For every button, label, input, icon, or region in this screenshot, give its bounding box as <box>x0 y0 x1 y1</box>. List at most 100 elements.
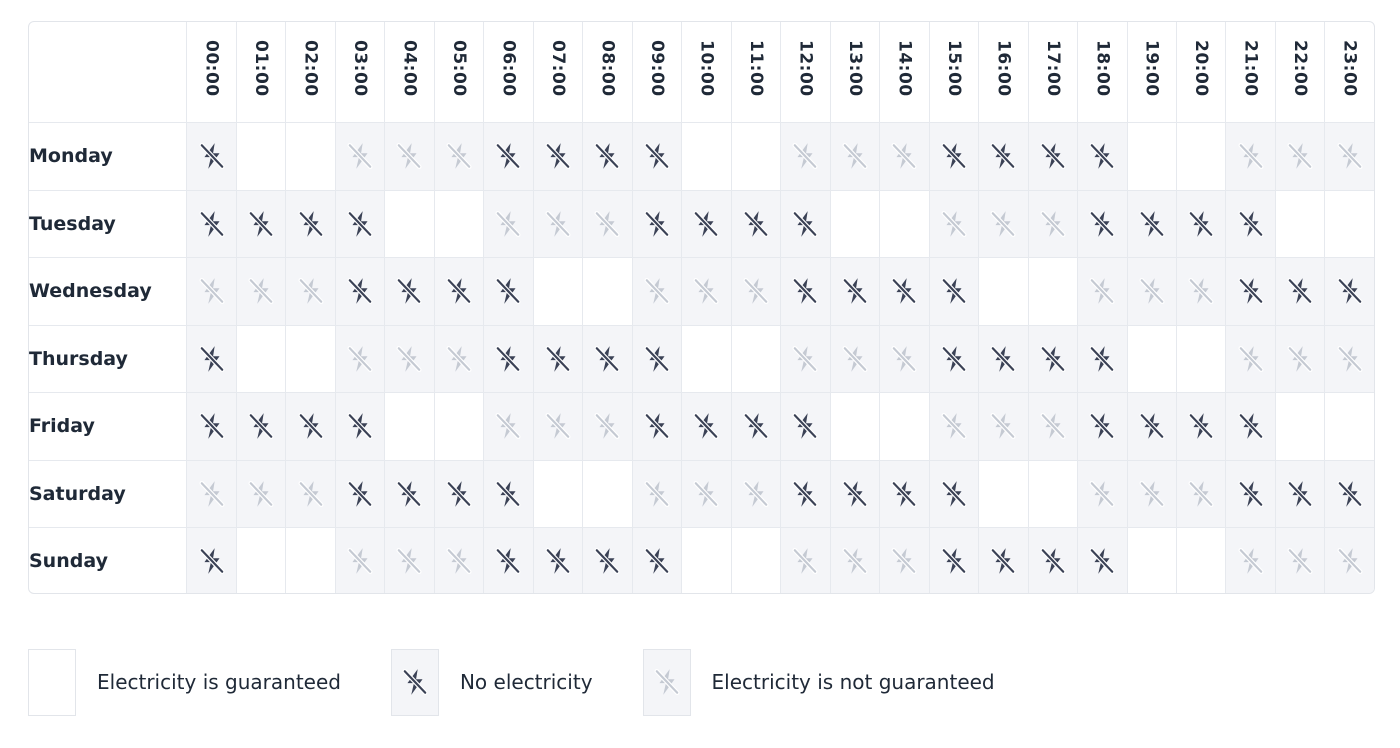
hour-cell-on <box>235 324 287 393</box>
hour-cell-maybe <box>681 459 732 528</box>
hour-cell-out <box>1126 392 1177 461</box>
hour-cell-on <box>829 392 881 461</box>
hour-label: 05:00 <box>448 40 469 97</box>
hour-cell-out <box>186 122 237 191</box>
no-electricity-bolt-icon <box>842 143 868 170</box>
hour-header: 16:00 <box>978 22 1029 123</box>
no-electricity-bolt-icon <box>402 668 428 696</box>
no-electricity-bolt-icon <box>199 143 225 170</box>
hour-header: 17:00 <box>1027 22 1079 123</box>
hour-cell-maybe <box>235 257 287 326</box>
no-electricity-bolt-icon <box>495 345 521 372</box>
no-electricity-bolt-icon <box>644 480 670 507</box>
hour-label: 11:00 <box>745 40 766 97</box>
no-electricity-bolt-icon <box>199 480 225 507</box>
hour-cell-on <box>730 122 782 191</box>
no-electricity-bolt-icon <box>891 345 917 372</box>
hour-cell-on <box>1126 324 1177 393</box>
hour-cell-out <box>1175 392 1227 461</box>
hour-label: 00:00 <box>201 40 222 97</box>
hour-cell-out <box>928 459 980 528</box>
no-electricity-bolt-icon <box>644 345 670 372</box>
hour-cell-on <box>532 459 584 528</box>
hour-header: 09:00 <box>631 22 683 123</box>
hour-label: 10:00 <box>696 40 717 97</box>
hour-cell-maybe <box>1225 122 1276 191</box>
hour-label: 03:00 <box>349 40 370 97</box>
outage-schedule-grid: 00:00 01:00 02:00 03:00 04:00 05:00 06:00 07:00… <box>28 21 1375 594</box>
hour-cell-maybe <box>829 324 881 393</box>
no-electricity-bolt-icon <box>644 210 670 237</box>
no-electricity-bolt-icon <box>1238 413 1264 440</box>
hour-cell-maybe <box>186 459 237 528</box>
no-electricity-bolt-icon <box>446 548 472 575</box>
hour-cell-out <box>1225 392 1276 461</box>
no-electricity-bolt-icon <box>1089 345 1115 372</box>
no-electricity-bolt-icon <box>941 548 967 575</box>
no-electricity-bolt-icon <box>891 480 917 507</box>
hour-cell-on <box>1324 392 1374 461</box>
no-electricity-bolt-icon <box>446 480 472 507</box>
hour-cell-maybe <box>1225 527 1276 593</box>
no-electricity-bolt-icon <box>347 413 373 440</box>
no-electricity-bolt-icon <box>248 480 274 507</box>
no-electricity-bolt-icon <box>941 413 967 440</box>
no-electricity-bolt-icon <box>891 278 917 305</box>
hour-cell-out <box>532 324 584 393</box>
hour-cell-out <box>780 189 831 258</box>
no-electricity-bolt-icon <box>1139 480 1165 507</box>
hour-label: 18:00 <box>1092 40 1113 97</box>
hour-cell-out <box>780 459 831 528</box>
hour-label: 13:00 <box>844 40 865 97</box>
hour-cell-maybe <box>928 189 980 258</box>
no-electricity-bolt-icon <box>792 480 818 507</box>
hour-cell-out <box>483 122 534 191</box>
hour-cell-on <box>978 257 1029 326</box>
legend-item-on: Electricity is guaranteed <box>28 648 341 716</box>
hour-cell-out <box>483 459 534 528</box>
hour-cell-maybe <box>433 122 485 191</box>
hour-header: 22:00 <box>1274 22 1326 123</box>
no-electricity-bolt-icon <box>396 143 422 170</box>
hour-header: 03:00 <box>334 22 386 123</box>
no-electricity-bolt-icon <box>941 278 967 305</box>
hour-header: 10:00 <box>681 22 732 123</box>
no-electricity-bolt-icon <box>495 548 521 575</box>
hour-cell-maybe <box>780 324 831 393</box>
hour-cell-out <box>384 459 435 528</box>
hour-cell-maybe <box>1027 392 1079 461</box>
no-electricity-bolt-icon <box>545 413 571 440</box>
hour-cell-maybe <box>186 257 237 326</box>
day-row: Saturday <box>29 459 1374 528</box>
hour-cell-out <box>978 122 1029 191</box>
no-electricity-bolt-icon <box>1089 210 1115 237</box>
hour-header: 14:00 <box>879 22 930 123</box>
no-electricity-bolt-icon <box>941 480 967 507</box>
no-electricity-bolt-icon <box>199 413 225 440</box>
hour-header: 02:00 <box>285 22 336 123</box>
hour-header: 00:00 <box>186 22 237 123</box>
hour-cell-out <box>186 392 237 461</box>
hour-cell-on <box>1324 189 1374 258</box>
no-electricity-bolt-icon <box>693 210 719 237</box>
hour-cell-maybe <box>1225 324 1276 393</box>
legend-item-maybe: Electricity is not guaranteed <box>642 648 995 716</box>
hour-label: 01:00 <box>251 40 272 97</box>
no-electricity-bolt-icon <box>990 345 1016 372</box>
hour-cell-out <box>1077 527 1128 593</box>
no-electricity-bolt-icon <box>644 278 670 305</box>
corner-cell <box>29 22 188 123</box>
no-electricity-bolt-icon <box>298 413 323 440</box>
hour-cell-out <box>433 459 485 528</box>
no-electricity-bolt-icon <box>1040 210 1066 237</box>
no-electricity-bolt-icon <box>693 278 719 305</box>
hour-cell-out <box>829 459 881 528</box>
schedule-table: 00:00 01:00 02:00 03:00 04:00 05:00 06:00 07:00… <box>29 22 1374 593</box>
no-electricity-bolt-icon <box>594 210 620 237</box>
no-electricity-bolt-icon <box>1188 480 1214 507</box>
no-electricity-bolt-icon <box>1040 143 1066 170</box>
no-electricity-bolt-icon <box>1287 345 1313 372</box>
hour-cell-on <box>285 122 336 191</box>
no-electricity-bolt-icon <box>1238 480 1264 507</box>
legend: Electricity is guaranteed No electricity E… <box>28 648 1045 716</box>
